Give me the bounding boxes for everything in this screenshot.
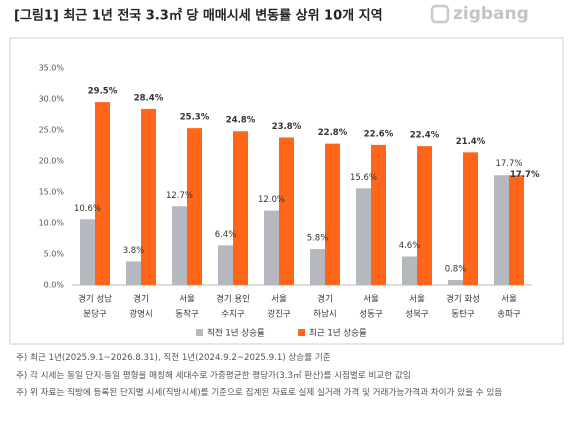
bar xyxy=(509,175,524,285)
bar xyxy=(402,256,417,285)
x-tick-label: 경기 xyxy=(133,294,149,305)
value-label: 12.0% xyxy=(258,195,285,205)
chart-title: [그림1] 최근 1년 전국 3.3㎡ 당 매매시세 변동률 상위 10개 지역 xyxy=(14,8,383,24)
x-tick-label: 광명시 xyxy=(129,309,152,320)
bar xyxy=(494,175,509,285)
value-label: 17.7% xyxy=(510,170,540,180)
y-tick-label: 25.0% xyxy=(39,126,65,135)
bar xyxy=(325,143,340,285)
x-tick-label: 성북구 xyxy=(405,310,429,320)
value-label: 22.8% xyxy=(318,128,348,138)
x-tick-label: 경기 xyxy=(317,294,333,305)
value-label: 24.8% xyxy=(226,116,256,126)
bar xyxy=(95,102,110,285)
value-label: 22.4% xyxy=(410,131,440,141)
bar xyxy=(80,219,95,285)
value-label: 17.7% xyxy=(495,159,522,169)
x-tick-label: 성동구 xyxy=(359,310,383,320)
value-label: 10.6% xyxy=(74,204,101,214)
bar xyxy=(371,144,386,285)
bar xyxy=(126,261,141,285)
logo-text: zigbang xyxy=(453,4,529,24)
legend-label: 직전 1년 상승률 xyxy=(207,328,265,339)
bar xyxy=(310,249,325,285)
x-tick-label: 송파구 xyxy=(497,310,521,320)
y-tick-label: 10.0% xyxy=(39,219,65,228)
x-tick-label: 서울 xyxy=(409,295,425,305)
bar xyxy=(279,137,294,285)
bar xyxy=(417,146,432,285)
x-tick-label: 동탄구 xyxy=(451,309,475,320)
logo: zigbang xyxy=(430,4,529,24)
bar xyxy=(233,131,248,285)
x-tick-label: 서울 xyxy=(363,295,379,305)
value-label: 3.8% xyxy=(123,246,145,256)
note: 주) 최근 1년(2025.9.1~2026.8.31), 직전 1년(2024… xyxy=(16,353,331,363)
value-label: 21.4% xyxy=(456,137,486,147)
y-tick-label: 0.0% xyxy=(44,281,65,290)
notes: 주) 최근 1년(2025.9.1~2026.8.31), 직전 1년(2024… xyxy=(16,350,556,403)
value-label: 5.8% xyxy=(307,234,329,244)
x-tick-label: 하남시 xyxy=(313,309,336,320)
legend-swatch xyxy=(196,329,203,336)
legend-swatch xyxy=(298,329,305,336)
legend-label: 최근 1년 상승률 xyxy=(309,328,367,339)
value-label: 6.4% xyxy=(215,230,237,240)
x-tick-label: 경기 성남 xyxy=(78,294,112,305)
value-label: 23.8% xyxy=(272,122,302,132)
chart: [그림1] 최근 1년 전국 3.3㎡ 당 매매시세 변동률 상위 10개 지역… xyxy=(9,4,564,345)
bar xyxy=(356,188,371,285)
x-tick-label: 서울 xyxy=(271,295,287,305)
bar xyxy=(141,108,156,285)
y-tick-label: 35.0% xyxy=(39,64,65,73)
value-label: 0.8% xyxy=(445,265,467,275)
x-tick-label: 경기 용인 xyxy=(216,294,250,305)
bar xyxy=(187,128,202,285)
x-tick-label: 경기 화성 xyxy=(446,294,480,305)
value-label: 15.6% xyxy=(350,173,377,183)
y-tick-label: 15.0% xyxy=(39,188,65,197)
value-label: 12.7% xyxy=(166,191,193,201)
note: 주) 위 자료는 직방에 등록된 단지별 시세(직방시세)를 기준으로 집계된 … xyxy=(16,388,503,398)
value-label: 25.3% xyxy=(180,113,210,123)
y-tick-label: 20.0% xyxy=(39,157,65,166)
x-tick-label: 서울 xyxy=(179,295,195,305)
note: 주) 각 시세는 동일 단지·동일 평형을 매칭해 세대수로 가중평균한 평당가… xyxy=(16,370,411,381)
value-label: 22.6% xyxy=(364,129,394,139)
x-tick-label: 서울 xyxy=(501,295,517,305)
x-tick-label: 동작구 xyxy=(175,309,199,320)
x-tick-label: 광진구 xyxy=(267,309,291,320)
x-tick-label: 분당구 xyxy=(83,309,107,320)
bar xyxy=(448,280,463,285)
y-tick-label: 5.0% xyxy=(44,250,65,259)
logo-icon xyxy=(430,4,450,24)
bar xyxy=(218,245,233,285)
value-label: 4.6% xyxy=(399,241,421,251)
bar xyxy=(264,210,279,285)
x-tick-label: 수지구 xyxy=(221,310,245,320)
chart-frame xyxy=(9,37,564,345)
bar xyxy=(463,152,478,285)
value-label: 29.5% xyxy=(88,87,118,97)
bar xyxy=(172,206,187,285)
y-tick-label: 30.0% xyxy=(39,95,65,104)
value-label: 28.4% xyxy=(134,93,164,103)
